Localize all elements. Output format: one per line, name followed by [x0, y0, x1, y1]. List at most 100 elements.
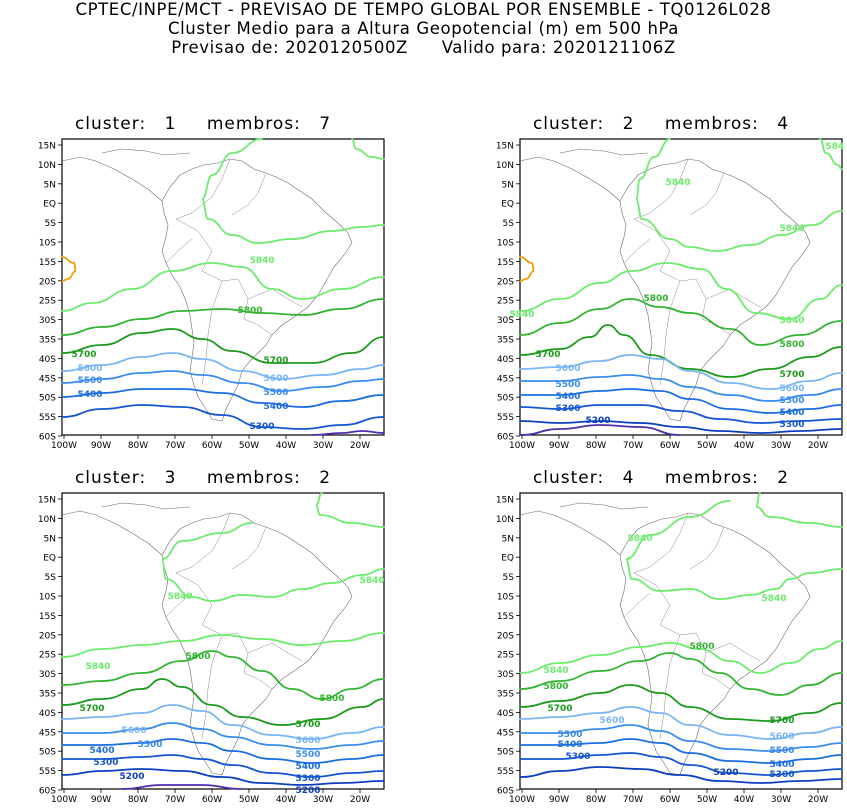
valid-label: Valido para: [441, 38, 548, 57]
lat-tick-label: 55S [497, 413, 514, 423]
lon-tick-label: 80W [586, 441, 606, 451]
contour-line-5700 [61, 328, 385, 364]
contour-line-5840 [61, 632, 385, 658]
country-border [247, 642, 303, 662]
lon-tick-label: 70W [165, 795, 185, 805]
lon-tick-label: 40W [734, 795, 754, 805]
contour-line-low [311, 430, 385, 436]
contour-label: 5840 [85, 662, 110, 672]
contour-label: 5600 [121, 726, 146, 736]
country-border [623, 238, 651, 264]
lon-tick-label: 80W [128, 795, 148, 805]
country-border [165, 238, 193, 264]
contour-line-5200 [519, 420, 843, 434]
contour-label: 5800 [185, 652, 210, 662]
members-count: 2 [319, 468, 332, 488]
lat-tick-label: 40S [39, 709, 56, 719]
contour-label: 5300 [565, 752, 590, 762]
lat-tick-label: EQ [501, 554, 514, 564]
lat-tick-label: 10S [39, 239, 56, 249]
contour-label: 5700 [547, 704, 572, 714]
contour-label: 5500 [137, 740, 162, 750]
coastline-central-america [519, 156, 621, 202]
lon-tick-label: 40W [276, 441, 296, 451]
country-border [659, 624, 707, 674]
lat-tick-label: 60S [39, 787, 56, 797]
contour-label: 5800 [643, 294, 668, 304]
lat-tick-label: 45S [497, 374, 514, 384]
contour-label: 5600 [769, 732, 794, 742]
contour-label: 5500 [77, 376, 102, 386]
panel-title: cluster: 3 membros: 2 [74, 468, 332, 488]
map-plot: 5840 5800 5700 5700 5600 5600 5500 5500 5400 5400… [38, 138, 385, 451]
lat-tick-label: EQ [501, 200, 514, 210]
lon-tick-label: 50W [239, 795, 259, 805]
country-border [175, 572, 213, 626]
lat-tick-label: 10S [497, 239, 514, 249]
lat-tick-label: 5S [45, 219, 57, 229]
contour-label: 5300 [249, 422, 274, 432]
map-panel-cluster-2: cluster: 2 membros: 4 584058405840584058… [478, 114, 844, 454]
map-frame [61, 138, 385, 436]
country-border [201, 280, 223, 386]
contour-line-5840 [635, 138, 843, 252]
cluster-number: 1 [164, 114, 177, 134]
lat-tick-label: 5S [45, 573, 57, 583]
contour-label: 5600 [555, 364, 580, 374]
contour-label: 5300 [555, 404, 580, 414]
lat-tick-label: 15N [38, 496, 56, 506]
lon-tick-label: 40W [734, 441, 754, 451]
lat-tick-label: 35S [497, 690, 514, 700]
map-plot: 5840 5840 5840 5800 5800 5700 5700 5600 5600 5500… [38, 492, 385, 805]
panel-title: cluster: 4 membros: 2 [532, 468, 790, 488]
lon-tick-label: 20W [808, 795, 828, 805]
contour-line-5840 [519, 640, 843, 674]
contour-label: 5600 [77, 364, 102, 374]
lat-tick-label: 15S [39, 258, 56, 268]
lat-tick-label: 5N [502, 180, 514, 190]
contour-line-5700 [519, 684, 843, 722]
lon-tick-label: 60W [660, 441, 680, 451]
contour-label: 5600 [599, 716, 624, 726]
contour-label: 5500 [557, 730, 582, 740]
lat-tick-label: 45S [39, 374, 56, 384]
lon-tick-label: 60W [660, 795, 680, 805]
contour-line-5600 [519, 706, 843, 740]
contour-label: 5200 [295, 786, 320, 796]
lat-tick-label: 20S [497, 631, 514, 641]
contour-label: 5300 [93, 758, 118, 768]
country-border [689, 172, 725, 216]
forecast-label: Previsao de: [171, 38, 280, 57]
lat-tick-label: 15N [38, 142, 56, 152]
contour-label: 5400 [779, 408, 804, 418]
lat-tick-label: 40S [497, 709, 514, 719]
coastline [161, 158, 353, 422]
contour-label: 5840 [359, 576, 384, 586]
contour-label: 5800 [779, 340, 804, 350]
country-border [201, 270, 249, 320]
country-border [633, 512, 689, 574]
contour-label: 5200 [585, 416, 610, 426]
contour-label: 5200 [713, 768, 738, 778]
lat-tick-label: 50S [497, 748, 514, 758]
contour-label: 5200 [119, 772, 144, 782]
coastline [619, 158, 811, 422]
map-panel-cluster-3: cluster: 3 membros: 2 5840 5840 5840 5800 58… [20, 468, 386, 808]
lon-tick-label: 100W [509, 795, 535, 805]
contour-label: 5600 [295, 736, 320, 746]
contour-line-5840 [351, 138, 385, 160]
lon-tick-label: 90W [91, 441, 111, 451]
members-count: 7 [319, 114, 332, 134]
contour-line-5880 [519, 256, 535, 282]
contour-label: 5300 [779, 420, 804, 430]
country-border [623, 592, 651, 618]
lon-tick-label: 90W [549, 795, 569, 805]
contour-label: 5400 [295, 762, 320, 772]
country-border [633, 572, 671, 626]
lat-tick-label: EQ [43, 200, 56, 210]
coastline-central-america [61, 510, 163, 556]
lon-tick-label: 100W [51, 795, 77, 805]
lat-tick-label: 15S [39, 612, 56, 622]
contour-label: 5700 [769, 716, 794, 726]
lat-tick-label: 35S [497, 336, 514, 346]
